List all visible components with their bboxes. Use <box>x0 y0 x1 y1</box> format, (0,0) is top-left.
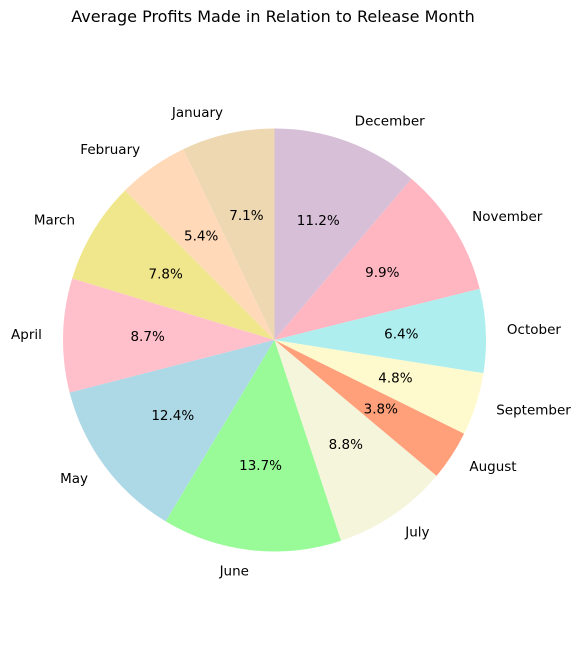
pct-label-july: 8.8% <box>329 437 363 453</box>
percentage-labels: 7.1% 5.4% 7.8% 8.7% 12.4% 13.7% 8.8% 3.8% 4.8% 6.… <box>130 208 418 474</box>
category-label-july: July <box>404 524 429 540</box>
category-label-november: November <box>472 209 543 225</box>
pie-slice-september <box>274 340 484 434</box>
pct-label-august: 3.8% <box>364 401 398 417</box>
pie-slice-november <box>274 178 480 340</box>
pct-label-december: 11.2% <box>297 213 340 229</box>
pie-slice-february <box>124 149 275 340</box>
pie-slice-january <box>183 128 275 340</box>
category-label-august: August <box>469 459 516 475</box>
pie-slice-august <box>274 340 465 476</box>
chart-title: Average Profits Made in Relation to Rele… <box>71 7 475 26</box>
pct-label-march: 7.8% <box>149 267 183 283</box>
pct-label-january: 7.1% <box>229 208 263 224</box>
pct-label-june: 13.7% <box>239 458 282 474</box>
pie-slice-december <box>274 128 412 340</box>
pct-label-april: 8.7% <box>130 329 164 345</box>
pie-slice-april <box>62 278 275 393</box>
category-label-october: October <box>507 322 561 338</box>
pct-label-may: 12.4% <box>151 408 194 424</box>
category-label-april: April <box>11 327 42 343</box>
pct-label-november: 9.9% <box>365 265 399 281</box>
category-label-march: March <box>34 212 75 228</box>
pie-slice-june <box>165 340 342 552</box>
pct-label-february: 5.4% <box>184 228 218 244</box>
pie-slice-july <box>274 340 437 541</box>
category-label-february: February <box>80 142 140 158</box>
pct-label-september: 4.8% <box>378 370 412 386</box>
pie-slice-october <box>274 288 487 374</box>
pie-slices <box>62 128 487 552</box>
pct-label-october: 6.4% <box>384 326 418 342</box>
category-label-december: December <box>355 114 425 130</box>
category-label-september: September <box>496 403 571 419</box>
category-labels: January February March April May June July Augu… <box>11 105 571 579</box>
pie-slice-march <box>72 190 275 340</box>
category-label-january: January <box>171 105 223 121</box>
category-label-june: June <box>219 563 249 579</box>
pie-slice-may <box>69 340 275 522</box>
category-label-may: May <box>60 471 88 487</box>
